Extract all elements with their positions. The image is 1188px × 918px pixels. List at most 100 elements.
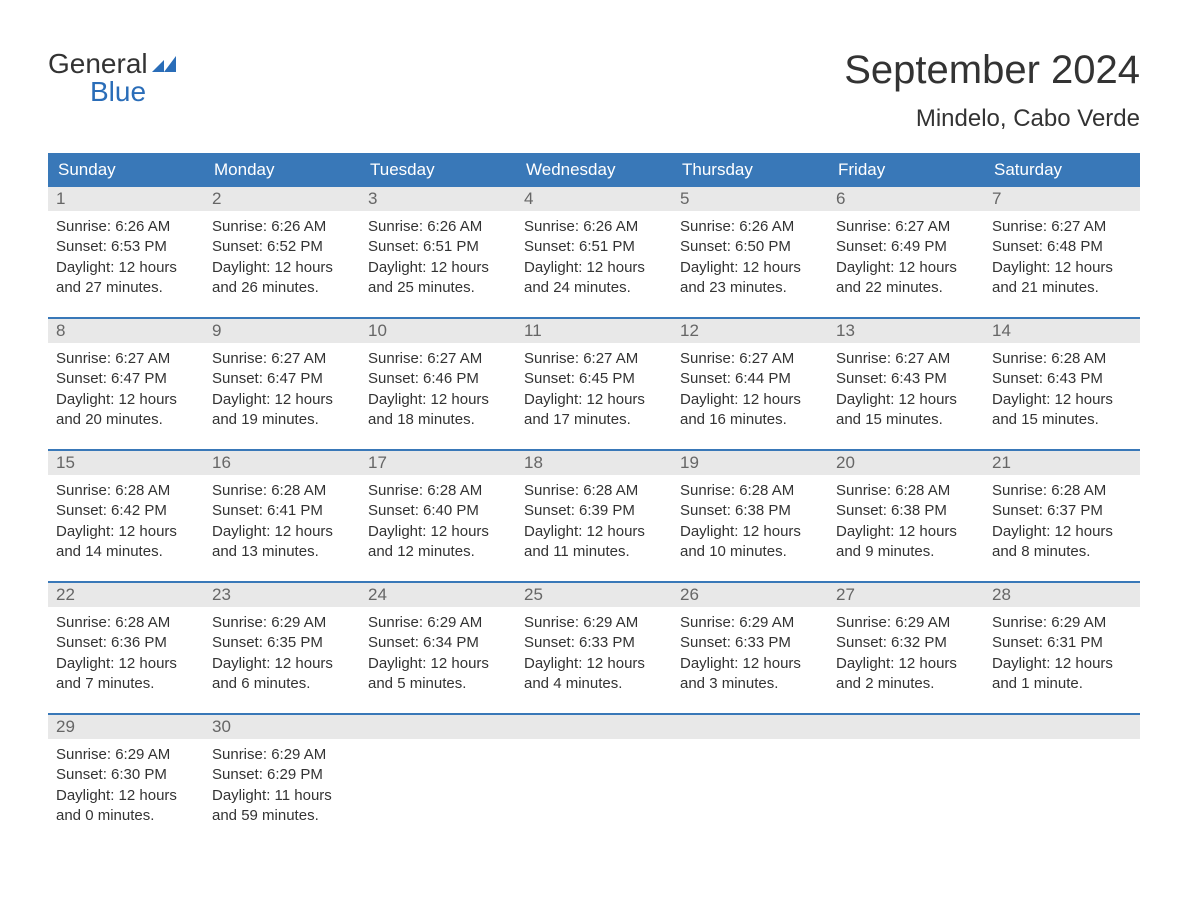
day-cell (672, 715, 828, 845)
sunset-text: Sunset: 6:43 PM (992, 369, 1132, 389)
daylight-text-1: Daylight: 12 hours (212, 522, 352, 542)
daylight-text-1: Daylight: 12 hours (992, 522, 1132, 542)
daylight-text-2: and 17 minutes. (524, 410, 664, 430)
sunrise-text: Sunrise: 6:28 AM (56, 481, 196, 501)
day-number: 27 (836, 585, 855, 604)
sunrise-text: Sunrise: 6:29 AM (212, 745, 352, 765)
daylight-text-1: Daylight: 12 hours (368, 654, 508, 674)
day-content: Sunrise: 6:28 AMSunset: 6:36 PMDaylight:… (48, 607, 204, 700)
sunset-text: Sunset: 6:44 PM (680, 369, 820, 389)
day-cell: 4Sunrise: 6:26 AMSunset: 6:51 PMDaylight… (516, 187, 672, 317)
daylight-text-1: Daylight: 12 hours (992, 654, 1132, 674)
daylight-text-2: and 3 minutes. (680, 674, 820, 694)
day-cell: 14Sunrise: 6:28 AMSunset: 6:43 PMDayligh… (984, 319, 1140, 449)
sunrise-text: Sunrise: 6:28 AM (992, 481, 1132, 501)
sunrise-text: Sunrise: 6:29 AM (56, 745, 196, 765)
day-number-row: 17 (360, 451, 516, 475)
day-header-thursday: Thursday (672, 153, 828, 187)
sunset-text: Sunset: 6:49 PM (836, 237, 976, 257)
day-content: Sunrise: 6:29 AMSunset: 6:35 PMDaylight:… (204, 607, 360, 700)
day-cell: 6Sunrise: 6:27 AMSunset: 6:49 PMDaylight… (828, 187, 984, 317)
sunset-text: Sunset: 6:33 PM (680, 633, 820, 653)
daylight-text-2: and 27 minutes. (56, 278, 196, 298)
daylight-text-1: Daylight: 12 hours (56, 522, 196, 542)
sunset-text: Sunset: 6:46 PM (368, 369, 508, 389)
day-content: Sunrise: 6:26 AMSunset: 6:53 PMDaylight:… (48, 211, 204, 304)
daylight-text-1: Daylight: 12 hours (56, 654, 196, 674)
sunrise-text: Sunrise: 6:29 AM (368, 613, 508, 633)
daylight-text-1: Daylight: 12 hours (680, 654, 820, 674)
daylight-text-1: Daylight: 12 hours (992, 258, 1132, 278)
daylight-text-1: Daylight: 12 hours (836, 258, 976, 278)
month-year: September 2024 (844, 48, 1140, 93)
day-cell: 20Sunrise: 6:28 AMSunset: 6:38 PMDayligh… (828, 451, 984, 581)
day-content: Sunrise: 6:29 AMSunset: 6:29 PMDaylight:… (204, 739, 360, 832)
daylight-text-2: and 21 minutes. (992, 278, 1132, 298)
day-number: 11 (524, 321, 542, 340)
day-number: 26 (680, 585, 699, 604)
sunset-text: Sunset: 6:41 PM (212, 501, 352, 521)
daylight-text-2: and 23 minutes. (680, 278, 820, 298)
day-number: 5 (680, 189, 689, 208)
day-content: Sunrise: 6:27 AMSunset: 6:47 PMDaylight:… (48, 343, 204, 436)
daylight-text-2: and 11 minutes. (524, 542, 664, 562)
daylight-text-1: Daylight: 12 hours (56, 258, 196, 278)
sunrise-text: Sunrise: 6:28 AM (56, 613, 196, 633)
sunrise-text: Sunrise: 6:27 AM (212, 349, 352, 369)
day-number: 13 (836, 321, 855, 340)
day-content: Sunrise: 6:29 AMSunset: 6:31 PMDaylight:… (984, 607, 1140, 700)
day-content: Sunrise: 6:29 AMSunset: 6:34 PMDaylight:… (360, 607, 516, 700)
sunset-text: Sunset: 6:30 PM (56, 765, 196, 785)
day-cell: 24 Sunrise: 6:29 AMSunset: 6:34 PMDayligh… (360, 583, 516, 713)
daylight-text-2: and 1 minute. (992, 674, 1132, 694)
day-number-row (360, 715, 516, 739)
sunrise-text: Sunrise: 6:27 AM (524, 349, 664, 369)
daylight-text-1: Daylight: 12 hours (836, 654, 976, 674)
logo-blue-text: Blue (90, 76, 146, 108)
day-number-row: 4 (516, 187, 672, 211)
day-cell (828, 715, 984, 845)
day-number: 17 (368, 453, 387, 472)
day-cell: 8 Sunrise: 6:27 AMSunset: 6:47 PMDaylight… (48, 319, 204, 449)
day-cell (516, 715, 672, 845)
day-cell: 10Sunrise: 6:27 AMSunset: 6:46 PMDayligh… (360, 319, 516, 449)
sunrise-text: Sunrise: 6:26 AM (368, 217, 508, 237)
daylight-text-2: and 19 minutes. (212, 410, 352, 430)
day-content: Sunrise: 6:29 AMSunset: 6:30 PMDaylight:… (48, 739, 204, 832)
daylight-text-1: Daylight: 12 hours (212, 654, 352, 674)
day-number: 14 (992, 321, 1011, 340)
day-number-row: 3 (360, 187, 516, 211)
sunset-text: Sunset: 6:45 PM (524, 369, 664, 389)
day-content: Sunrise: 6:28 AMSunset: 6:41 PMDaylight:… (204, 475, 360, 568)
day-content: Sunrise: 6:27 AMSunset: 6:45 PMDaylight:… (516, 343, 672, 436)
daylight-text-2: and 13 minutes. (212, 542, 352, 562)
week-row: 8Sunrise: 6:27 AMSunset: 6:47 PMDaylight… (48, 317, 1140, 449)
daylight-text-2: and 4 minutes. (524, 674, 664, 694)
daylight-text-2: and 15 minutes. (836, 410, 976, 430)
daylight-text-1: Daylight: 12 hours (368, 258, 508, 278)
sunset-text: Sunset: 6:37 PM (992, 501, 1132, 521)
sunrise-text: Sunrise: 6:27 AM (836, 349, 976, 369)
sunset-text: Sunset: 6:51 PM (524, 237, 664, 257)
sunrise-text: Sunrise: 6:29 AM (524, 613, 664, 633)
day-cell (360, 715, 516, 845)
day-content: Sunrise: 6:27 AMSunset: 6:47 PMDaylight:… (204, 343, 360, 436)
title-block: September 2024 Mindelo, Cabo Verde (844, 48, 1140, 133)
sunset-text: Sunset: 6:36 PM (56, 633, 196, 653)
daylight-text-1: Daylight: 12 hours (836, 522, 976, 542)
daylight-text-2: and 0 minutes. (56, 806, 196, 826)
day-content: Sunrise: 6:28 AMSunset: 6:39 PMDaylight:… (516, 475, 672, 568)
day-number: 8 (56, 321, 65, 340)
day-number: 24 (368, 585, 387, 604)
day-number-row: 30 (204, 715, 360, 739)
day-number-row: 9 (204, 319, 360, 343)
daylight-text-1: Daylight: 12 hours (212, 390, 352, 410)
day-content: Sunrise: 6:28 AMSunset: 6:40 PMDaylight:… (360, 475, 516, 568)
sunrise-text: Sunrise: 6:27 AM (992, 217, 1132, 237)
day-number-row: 10 (360, 319, 516, 343)
day-number-row: 19 (672, 451, 828, 475)
day-content: Sunrise: 6:27 AMSunset: 6:44 PMDaylight:… (672, 343, 828, 436)
sunset-text: Sunset: 6:47 PM (56, 369, 196, 389)
daylight-text-2: and 14 minutes. (56, 542, 196, 562)
day-cell: 2Sunrise: 6:26 AMSunset: 6:52 PMDaylight… (204, 187, 360, 317)
